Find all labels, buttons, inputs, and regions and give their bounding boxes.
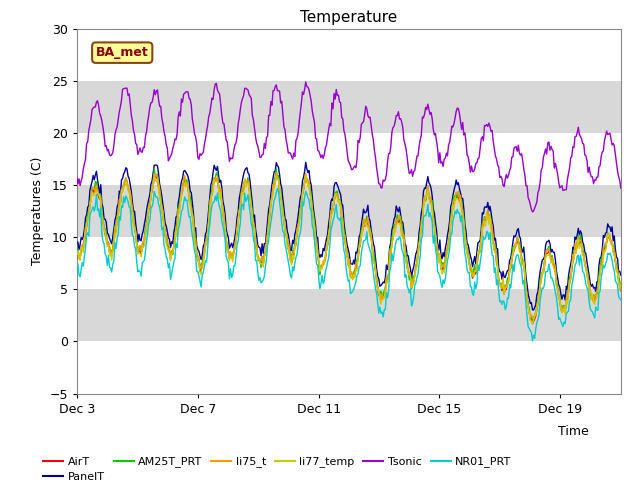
Bar	[77, 133, 621, 185]
Title: Temperature: Temperature	[300, 10, 397, 25]
Bar	[77, 341, 621, 394]
Bar	[77, 29, 621, 81]
Bar	[77, 289, 621, 341]
Y-axis label: Temperatures (C): Temperatures (C)	[31, 157, 44, 265]
Text: Time: Time	[558, 425, 589, 438]
Legend: AirT, PanelT, AM25T_PRT, li75_t, li77_temp, Tsonic, NR01_PRT: AirT, PanelT, AM25T_PRT, li75_t, li77_te…	[39, 452, 516, 480]
Bar	[77, 237, 621, 289]
Bar	[77, 81, 621, 133]
Text: BA_met: BA_met	[96, 46, 148, 59]
Bar	[77, 185, 621, 237]
